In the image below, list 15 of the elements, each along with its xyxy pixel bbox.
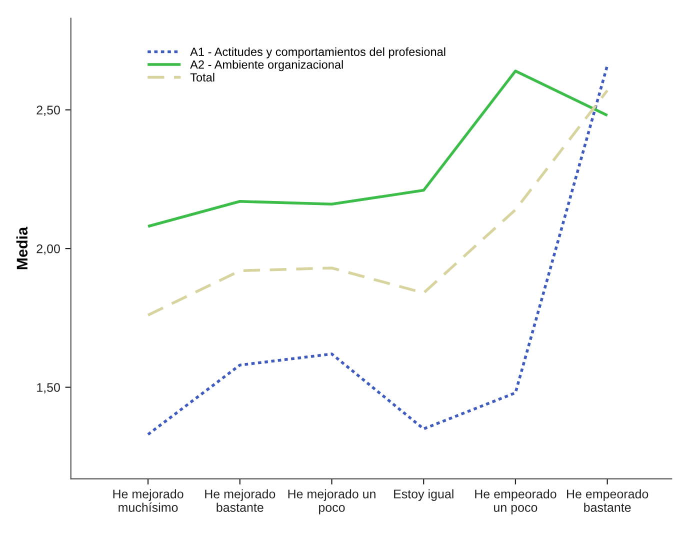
y-tick-label: 2,00 (36, 244, 60, 255)
x-tick-label: He mejorado un poco (288, 489, 376, 514)
x-tick-label: He mejorado bastante (205, 489, 276, 512)
y-axis-title: Media (16, 226, 28, 270)
x-tick-label: He empeorado un poco (475, 489, 556, 514)
x-tick-label: He mejorado muchísimo (113, 489, 184, 512)
x-tick-label: Estoy igual (394, 489, 454, 501)
y-tick-label: 2,50 (36, 106, 60, 116)
legend-label: A1 - Actitudes y comportamientos del profesional (190, 47, 446, 58)
line-series (146, 89, 609, 317)
x-tick-label: He empeorado bastante (567, 489, 648, 512)
legend-label: A2 - Ambiente organizacional (190, 60, 343, 72)
line-series (146, 70, 609, 228)
legend-label: Total (190, 72, 214, 82)
y-tick-label: 1,50 (37, 383, 60, 394)
